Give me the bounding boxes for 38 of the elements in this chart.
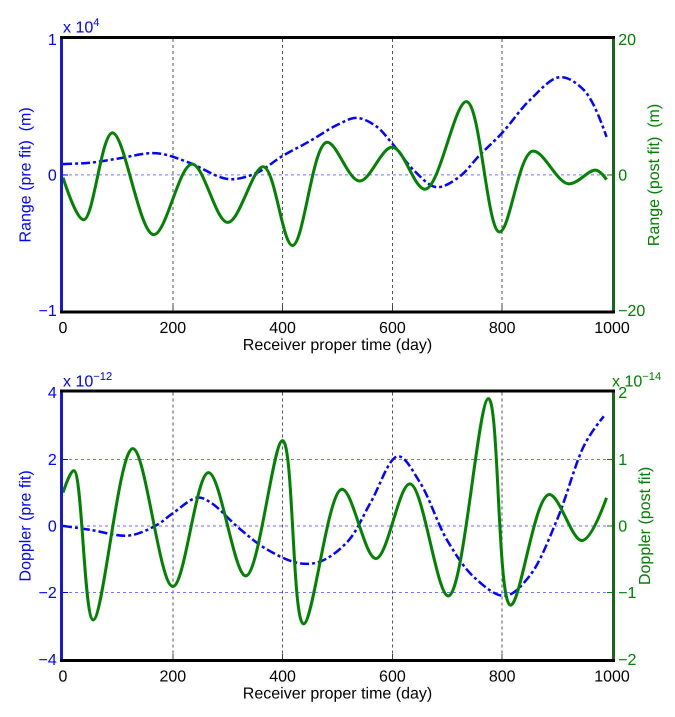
- y2-tick-label: −1: [618, 585, 637, 602]
- text: x 10$^{−12}$: [63, 371, 112, 391]
- y2-tick-label: 20: [618, 32, 636, 49]
- y-tick-label: 1: [48, 32, 57, 49]
- y-tick-label: 0: [48, 168, 57, 185]
- text: x 10$^{4}$: [63, 17, 100, 37]
- y2-tick-label: 1: [618, 452, 628, 469]
- line-series: [63, 397, 608, 626]
- y-tick-label: −4: [38, 652, 57, 669]
- x-tick-label: 600: [379, 668, 406, 686]
- x-tick-label: 800: [488, 320, 516, 337]
- x-tick-label: 200: [159, 320, 186, 337]
- x-axis-title: Receiver proper time (day): [242, 685, 432, 702]
- x-tick-label: 0: [58, 320, 68, 337]
- y-tick-label: 2: [48, 452, 57, 469]
- x-tick-label: 0: [58, 668, 68, 686]
- x-tick-label: 600: [379, 320, 406, 337]
- y2-tick-label: −2: [618, 652, 637, 669]
- y2-tick-label: −20: [618, 303, 646, 320]
- line-series: [63, 76, 608, 188]
- y-tick-label: 0: [48, 518, 57, 536]
- x-tick-label: 200: [159, 668, 186, 686]
- x-tick-label: 1000: [594, 320, 630, 337]
- x-tick-label: 400: [269, 320, 296, 337]
- y2-axis-title: Doppler (post fit): [637, 466, 654, 586]
- y-tick-label: −2: [38, 585, 57, 602]
- y2-tick-label: 0: [618, 168, 628, 185]
- line-series: [63, 100, 608, 247]
- y-axis-title: Range (pre fit) (m): [17, 107, 34, 242]
- x-tick-label: 1000: [594, 668, 630, 686]
- y-tick-label: 4: [48, 385, 57, 402]
- y-tick-label: −1: [38, 303, 57, 320]
- y-axis-title: Doppler (pre fit): [17, 470, 34, 582]
- y2-axis-title: Range (post fit) (m): [646, 104, 664, 246]
- x-tick-label: 800: [488, 668, 516, 686]
- x-axis-title: Receiver proper time (day): [242, 336, 432, 354]
- y2-tick-label: 0: [618, 518, 628, 536]
- x-tick-label: 400: [269, 668, 296, 686]
